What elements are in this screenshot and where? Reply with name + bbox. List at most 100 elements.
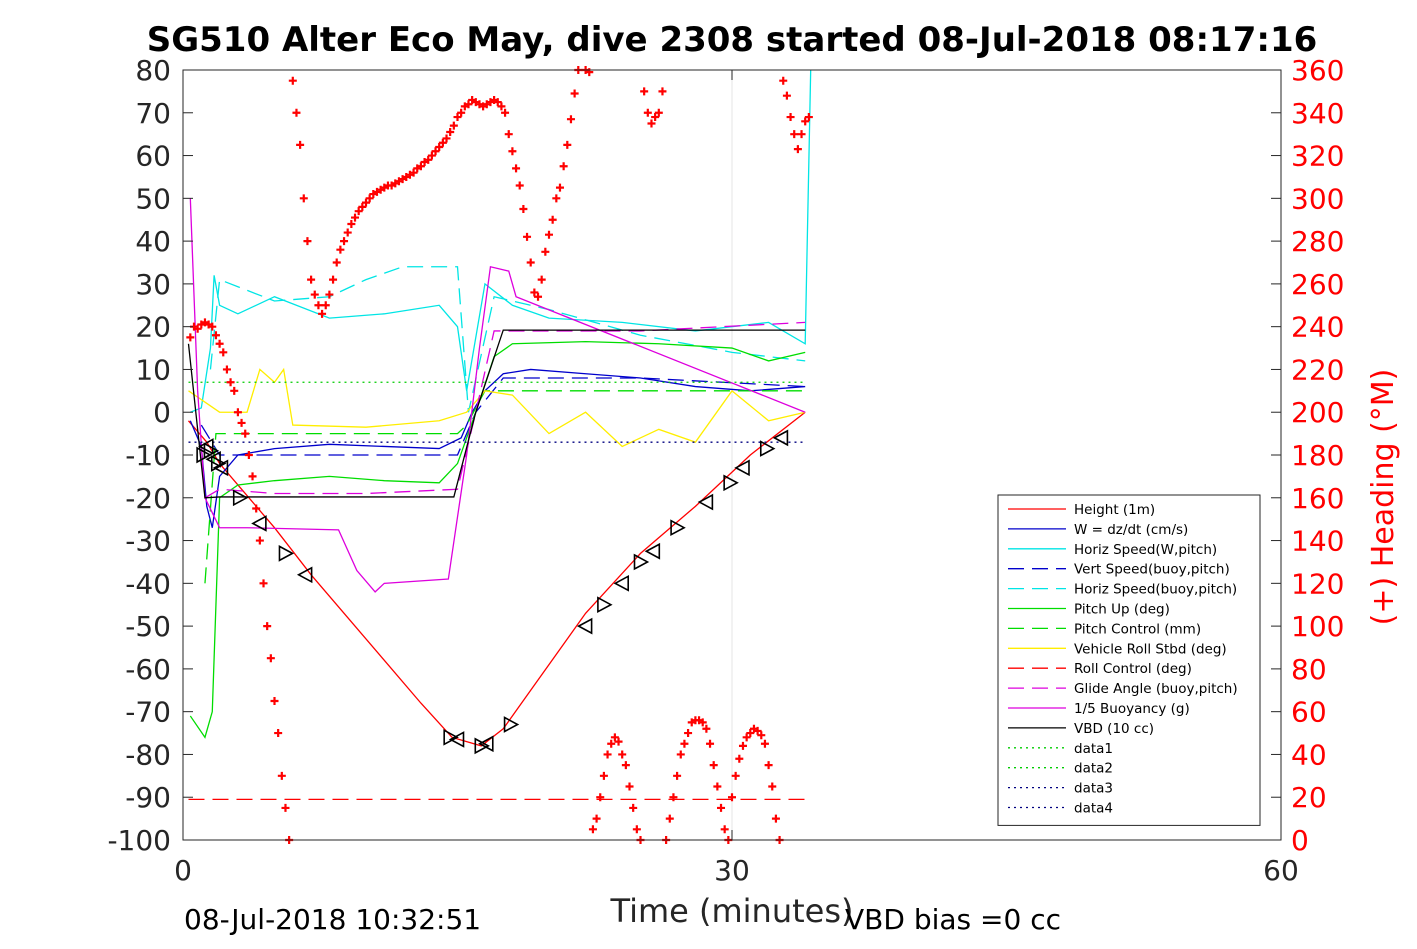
legend-label: Height (1m) [1074, 502, 1155, 518]
legend-box [997, 494, 1261, 826]
series-line-pitch-up-deg [189, 340, 806, 739]
heading-point [230, 386, 239, 395]
heading-point [193, 324, 202, 333]
y-tick-label: 80 [135, 54, 171, 87]
y-tick-label: -100 [107, 824, 171, 857]
y-tick-label: 30 [135, 268, 171, 301]
series-line-1-5-buoyancy-g [189, 198, 806, 593]
heading-point [757, 731, 766, 740]
y2-tick-label: 60 [1291, 696, 1327, 729]
y2-tick-label: 280 [1291, 225, 1344, 258]
heading-point [566, 115, 575, 124]
heading-point [362, 198, 370, 207]
heading-point [665, 814, 674, 823]
y2-tick-label: 320 [1291, 140, 1344, 173]
height-marker [772, 429, 789, 447]
heading-point [537, 275, 546, 284]
heading-point [782, 91, 791, 100]
heading-point [790, 130, 799, 139]
heading-point [523, 232, 532, 241]
heading-point [702, 724, 711, 733]
chart-title: SG510 Alter Eco May, dive 2308 started 0… [147, 20, 1318, 60]
heading-point [255, 536, 264, 545]
heading-point [354, 207, 363, 216]
y2-tick-label: 300 [1291, 182, 1344, 215]
y2-tick-label: 340 [1291, 97, 1344, 130]
height-marker [448, 731, 465, 748]
heading-point [709, 761, 718, 770]
legend-label: Pitch Control (mm) [1074, 621, 1201, 637]
heading-point [588, 825, 597, 834]
heading-point [530, 288, 539, 297]
heading-point [742, 733, 751, 742]
heading-point [314, 301, 323, 310]
heading-point [512, 164, 521, 173]
heading-point [438, 138, 447, 147]
legend-label: data2 [1074, 761, 1113, 777]
heading-point [706, 739, 715, 748]
footer-timestamp: 08-Jul-2018 10:32:51 [184, 903, 481, 936]
series-line-vbd-10-cc [187, 329, 806, 499]
heading-point [431, 147, 440, 156]
heading-point [640, 87, 649, 96]
heading-point [263, 622, 272, 631]
heading-point [515, 181, 524, 190]
y2-axis-label: (+) Heading (°M) [1366, 369, 1401, 626]
heading-point [442, 134, 451, 143]
y2-tick-label: 220 [1291, 353, 1344, 386]
heading-point [676, 750, 685, 759]
heading-point [416, 162, 425, 171]
heading-point [270, 696, 279, 705]
heading-point [504, 130, 513, 139]
heading-point [673, 771, 682, 780]
heading-point [508, 147, 517, 156]
heading-point [248, 472, 257, 481]
heading-point [446, 128, 455, 137]
heading-point [409, 168, 418, 177]
height-marker [734, 459, 750, 477]
heading-point [526, 258, 535, 267]
heading-point [760, 739, 769, 748]
y-tick-label: 70 [135, 97, 171, 130]
heading-point [288, 76, 297, 85]
y2-tick-label: 160 [1291, 482, 1344, 515]
legend-label: Pitch Up (deg) [1074, 602, 1170, 618]
height-marker [644, 542, 661, 560]
height-marker [203, 442, 220, 460]
heading-point [222, 365, 231, 374]
heading-point [585, 68, 594, 77]
heading-point [552, 194, 561, 203]
heading-point [643, 108, 652, 117]
heading-point [329, 275, 338, 284]
x-tick-label: 30 [714, 854, 750, 887]
y-tick-label: 50 [135, 182, 171, 215]
heading-point [299, 194, 308, 203]
y-tick-label: 40 [135, 225, 171, 258]
heading-point [365, 194, 374, 203]
height-marker [198, 438, 214, 455]
height-marker [205, 450, 221, 468]
heading-point [303, 237, 312, 246]
y2-tick-label: 40 [1291, 738, 1327, 771]
heading-point [358, 202, 367, 211]
heading-point [336, 245, 345, 254]
heading-point [534, 292, 543, 301]
heading-point [629, 803, 638, 812]
heading-point [658, 87, 667, 96]
height-marker [478, 735, 494, 753]
heading-point [614, 737, 623, 746]
heading-point [274, 729, 283, 738]
height-marker [196, 446, 212, 464]
y-tick-label: -10 [125, 439, 171, 472]
y-tick-label: -60 [125, 653, 171, 686]
heading-point [332, 258, 341, 267]
heading-point [647, 119, 656, 128]
series-layer [187, 69, 812, 801]
heading-point [680, 739, 689, 748]
heading-point [259, 579, 268, 588]
height-marker [597, 596, 613, 614]
heading-point [435, 143, 444, 151]
heading-point [618, 750, 627, 759]
